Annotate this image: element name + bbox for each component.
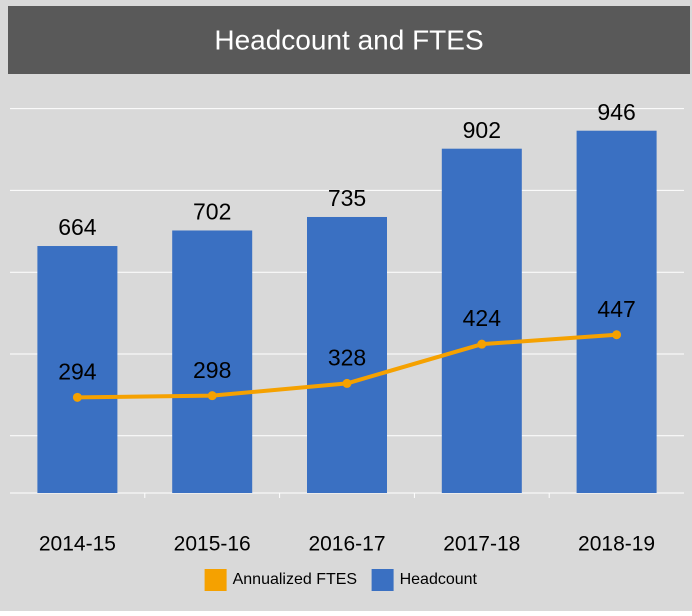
bar: [441, 148, 522, 494]
bar: [576, 130, 657, 493]
legend-swatch: [371, 569, 394, 591]
title-banner: [8, 6, 690, 74]
line-value-label: 447: [597, 296, 635, 322]
chart-title: Headcount and FTES: [214, 24, 483, 55]
bar-value-label: 664: [58, 214, 97, 240]
bar: [37, 246, 118, 493]
legend-label: Annualized FTES: [233, 571, 358, 588]
legend-swatch: [204, 569, 227, 591]
x-tick-label: 2017-18: [443, 533, 520, 556]
bar: [172, 230, 253, 494]
line-point: [342, 378, 352, 388]
legend-label: Headcount: [400, 571, 478, 588]
bar: [307, 216, 387, 493]
x-tick-label: 2016-17: [308, 533, 385, 556]
line-value-label: 298: [193, 357, 231, 383]
bar-value-label: 902: [463, 117, 501, 143]
bar-value-label: 735: [328, 185, 366, 211]
line-point: [207, 391, 217, 401]
line-point: [477, 339, 487, 349]
line-point: [612, 330, 622, 340]
x-tick-label: 2018-19: [578, 533, 655, 556]
x-tick-label: 2015-16: [174, 533, 251, 556]
line-value-label: 328: [328, 344, 366, 370]
line-point: [72, 392, 82, 402]
bar-value-label: 702: [193, 199, 231, 225]
line-value-label: 424: [463, 305, 502, 331]
bar-value-label: 946: [597, 99, 635, 125]
line-value-label: 294: [58, 358, 97, 384]
x-tick-label: 2014-15: [39, 533, 116, 556]
